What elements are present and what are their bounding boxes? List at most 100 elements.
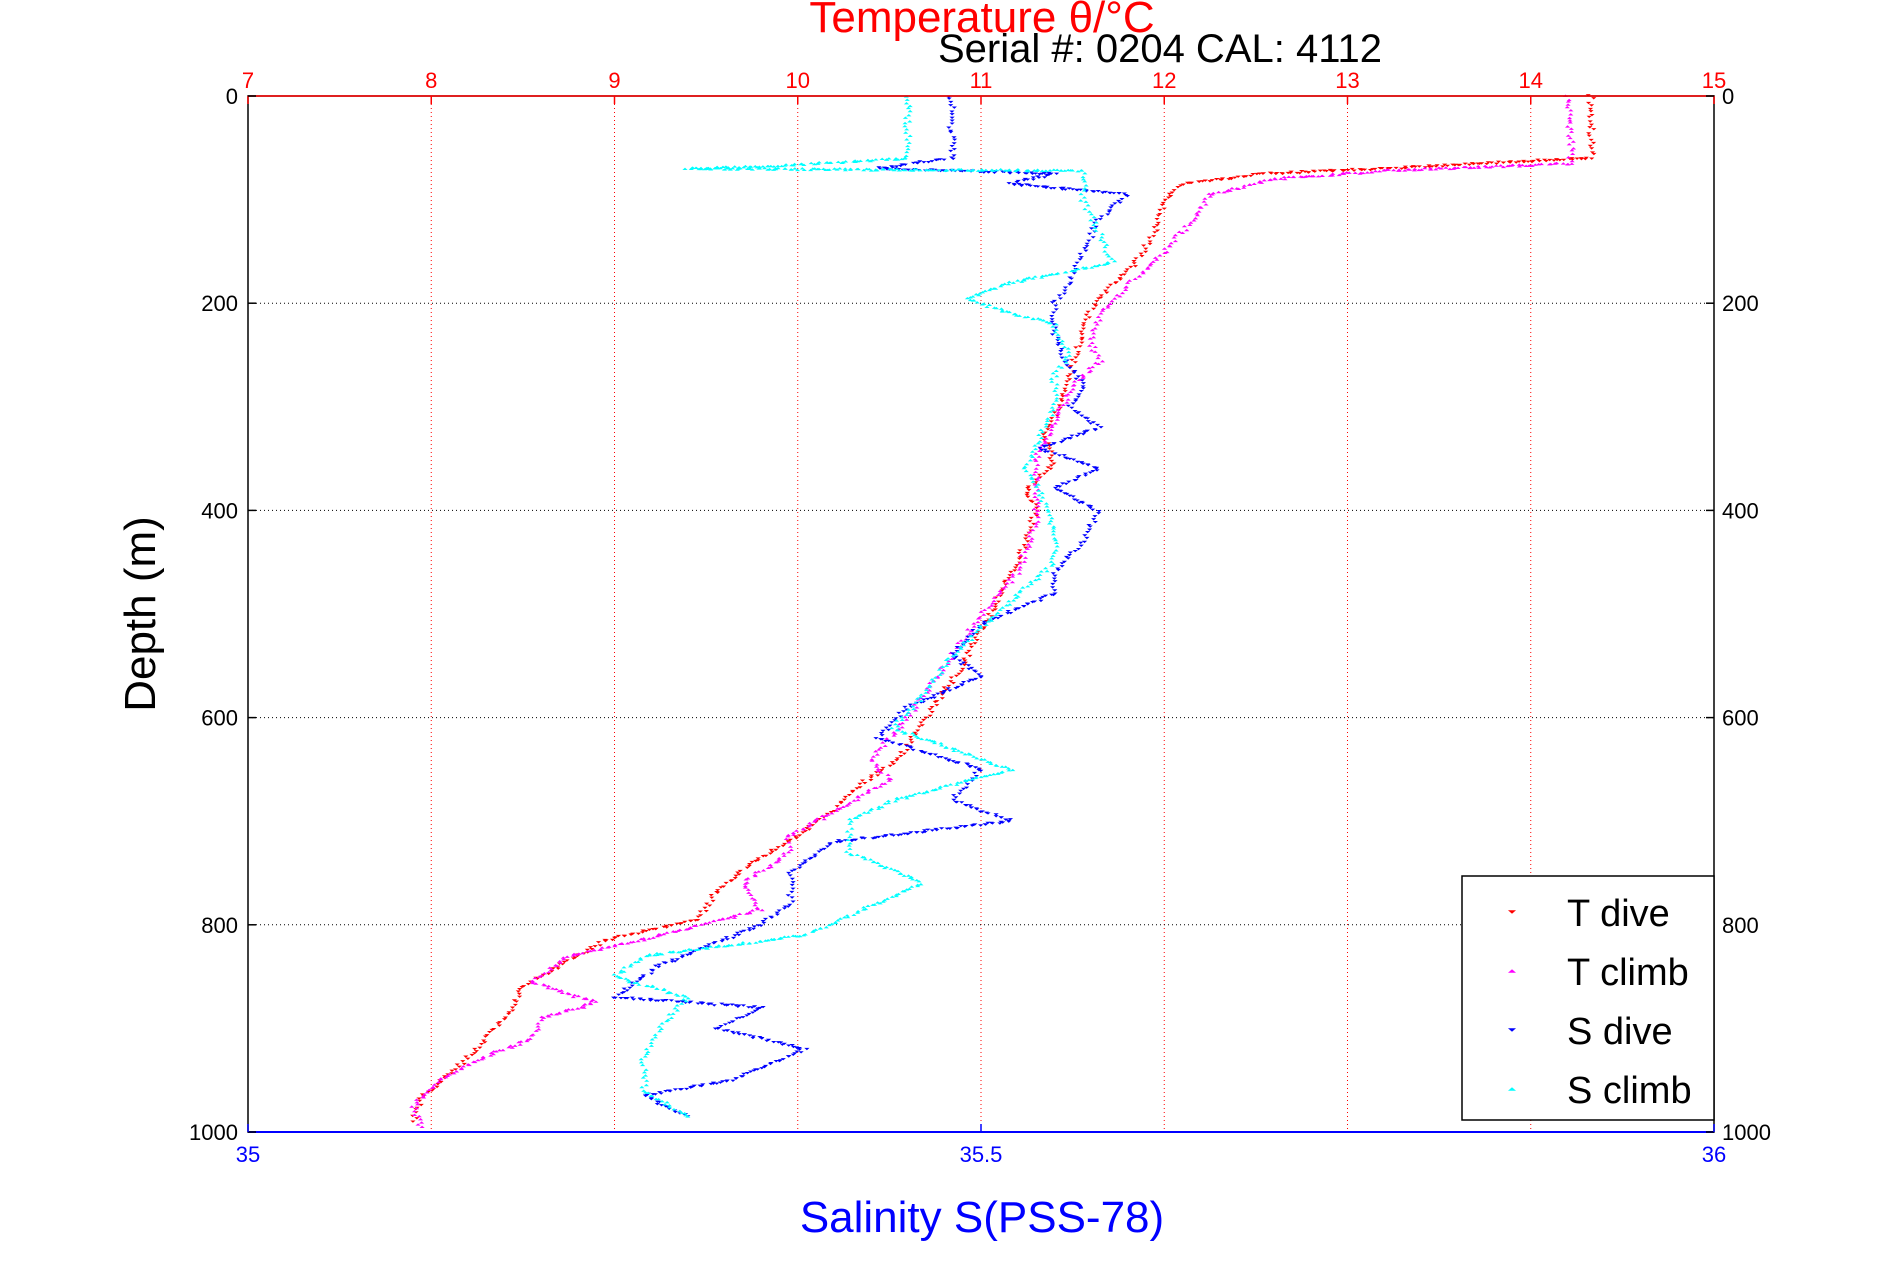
data-point — [875, 861, 881, 864]
data-point — [593, 1000, 599, 1003]
data-point — [680, 954, 686, 957]
data-point — [627, 986, 633, 990]
data-point — [948, 129, 954, 133]
data-point — [748, 1070, 754, 1073]
data-point — [729, 167, 736, 170]
data-point — [1011, 183, 1017, 187]
data-point — [1467, 165, 1474, 169]
temperature-axis-title: Temperature θ/°C — [809, 0, 1154, 42]
data-point — [1021, 279, 1027, 282]
data-point — [816, 167, 822, 171]
data-point — [542, 984, 548, 987]
data-point — [1154, 224, 1160, 227]
data-point — [1075, 476, 1081, 479]
data-point — [769, 916, 775, 919]
data-point — [1157, 212, 1163, 216]
data-point — [902, 156, 908, 159]
data-point — [697, 910, 703, 913]
data-point — [839, 161, 845, 165]
data-point — [1147, 242, 1153, 246]
data-point — [1080, 382, 1087, 385]
data-point — [652, 964, 659, 967]
data-point — [899, 730, 906, 733]
data-point — [986, 288, 993, 292]
data-point — [1050, 532, 1057, 536]
data-point — [981, 171, 987, 174]
data-point — [930, 788, 936, 792]
data-point — [1083, 474, 1089, 477]
data-point — [970, 628, 976, 632]
data-point — [1043, 425, 1049, 428]
data-point — [663, 1105, 669, 1108]
data-point — [975, 617, 982, 620]
data-point — [997, 608, 1003, 611]
data-point — [1345, 169, 1351, 172]
data-point — [868, 858, 874, 861]
data-point — [794, 1050, 800, 1053]
data-point — [1169, 191, 1175, 194]
data-point — [804, 1047, 810, 1051]
data-point — [923, 716, 929, 719]
data-point — [1104, 262, 1110, 265]
data-point — [949, 156, 955, 159]
data-point — [642, 1091, 648, 1094]
data-point — [1140, 270, 1146, 273]
data-point — [808, 168, 814, 172]
data-point — [929, 160, 935, 163]
data-point — [1377, 167, 1384, 170]
data-point — [1039, 430, 1046, 434]
data-point — [837, 917, 843, 920]
data-point — [1006, 769, 1012, 772]
data-point — [967, 298, 973, 302]
data-point — [1072, 410, 1078, 413]
data-point — [867, 809, 874, 812]
data-point — [1045, 466, 1051, 469]
data-point — [1187, 223, 1193, 226]
data-point — [844, 804, 850, 807]
data-point — [1022, 177, 1028, 181]
data-point — [1381, 169, 1387, 172]
data-point — [976, 293, 982, 297]
data-point — [865, 904, 871, 907]
data-point — [992, 605, 999, 608]
data-point — [619, 991, 625, 995]
data-point — [711, 919, 717, 923]
data-point — [1098, 238, 1104, 242]
data-point — [904, 888, 910, 891]
data-point — [1207, 180, 1213, 183]
data-point — [1028, 473, 1034, 477]
data-point — [669, 958, 675, 961]
data-point — [1166, 192, 1173, 196]
data-point — [1027, 459, 1033, 462]
data-point — [1081, 196, 1088, 199]
data-point — [842, 168, 849, 172]
data-point — [1075, 375, 1081, 378]
data-point — [1035, 478, 1041, 481]
data-point — [1065, 375, 1071, 378]
data-point — [945, 661, 951, 665]
data-point — [1039, 169, 1045, 172]
data-point — [767, 863, 773, 867]
data-point — [1029, 477, 1035, 480]
data-point — [847, 822, 853, 825]
data-point — [1235, 175, 1241, 178]
data-point — [1029, 450, 1036, 453]
data-point — [1364, 171, 1370, 174]
data-point — [849, 827, 855, 830]
data-point — [1075, 170, 1081, 173]
data-point — [783, 837, 789, 841]
data-point — [461, 1062, 467, 1066]
data-point — [1006, 169, 1012, 172]
data-point — [978, 824, 984, 827]
data-point — [1433, 168, 1439, 171]
data-point — [949, 113, 955, 116]
data-point — [955, 761, 961, 765]
data-point — [1102, 250, 1108, 253]
data-point — [1049, 593, 1055, 597]
data-point — [988, 619, 995, 622]
data-point — [1052, 580, 1058, 583]
data-point — [1030, 178, 1036, 181]
data-point — [444, 1074, 451, 1077]
data-point — [1027, 520, 1033, 523]
data-point — [894, 757, 900, 760]
